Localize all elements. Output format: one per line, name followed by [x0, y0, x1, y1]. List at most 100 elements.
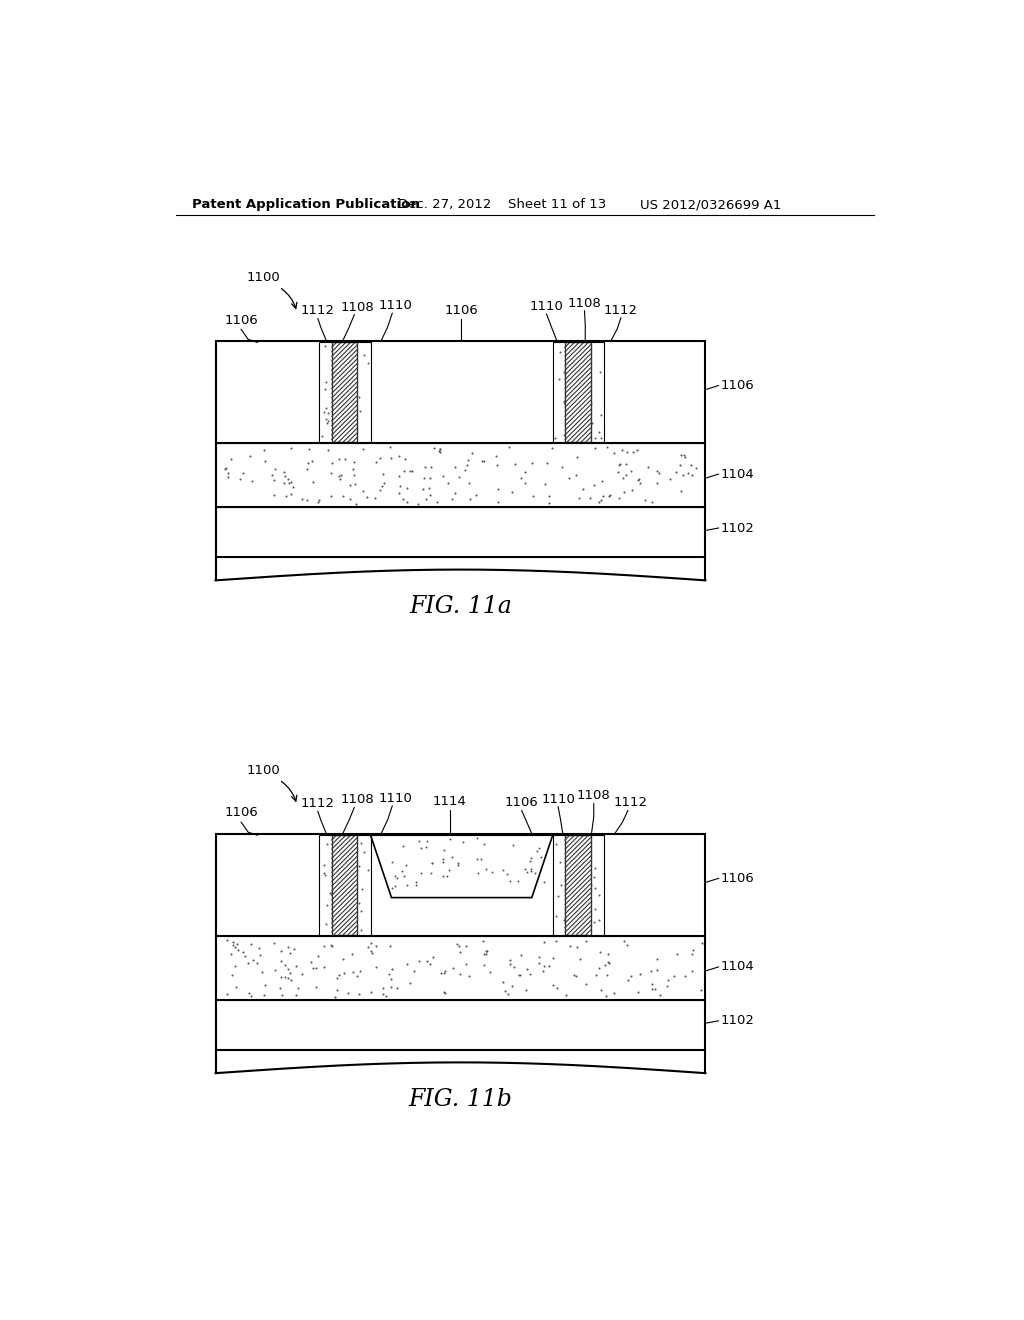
Point — [331, 965, 347, 986]
Bar — [319, 342, 371, 442]
Point — [224, 935, 241, 956]
Point — [335, 355, 351, 376]
Point — [620, 970, 636, 991]
Point — [315, 935, 332, 956]
Point — [375, 978, 391, 999]
Point — [609, 462, 626, 483]
Point — [587, 428, 603, 449]
Point — [572, 375, 589, 396]
Point — [276, 461, 293, 482]
Point — [425, 438, 441, 459]
Point — [559, 420, 575, 441]
Point — [332, 832, 348, 853]
Point — [618, 454, 635, 475]
Point — [243, 986, 259, 1007]
Point — [643, 491, 659, 512]
Point — [421, 953, 437, 974]
Point — [344, 944, 360, 965]
Point — [556, 393, 572, 414]
Point — [234, 462, 251, 483]
Bar — [216, 936, 706, 1001]
Point — [423, 863, 439, 884]
Point — [600, 944, 616, 965]
Point — [419, 950, 435, 972]
Point — [338, 904, 354, 925]
Text: FIG. 11a: FIG. 11a — [409, 595, 512, 618]
Point — [552, 342, 568, 363]
Point — [570, 358, 587, 379]
Point — [561, 467, 578, 488]
Point — [490, 478, 507, 499]
Point — [568, 911, 585, 932]
Point — [548, 931, 564, 952]
Point — [595, 486, 611, 507]
Point — [351, 983, 368, 1005]
Point — [565, 890, 582, 911]
Point — [488, 446, 505, 467]
Point — [476, 450, 493, 471]
Point — [598, 965, 614, 986]
Point — [294, 964, 310, 985]
Point — [418, 837, 434, 858]
Point — [340, 982, 356, 1003]
Point — [346, 379, 362, 400]
Point — [592, 362, 608, 383]
Point — [587, 857, 603, 878]
Point — [616, 931, 633, 952]
Point — [478, 942, 495, 964]
Point — [418, 488, 434, 510]
Point — [242, 445, 258, 466]
Point — [572, 884, 589, 906]
Point — [431, 440, 447, 461]
Point — [592, 941, 608, 962]
Point — [579, 374, 595, 395]
Point — [359, 352, 376, 374]
Point — [534, 846, 550, 867]
Point — [611, 487, 628, 508]
Point — [397, 449, 414, 470]
Point — [501, 437, 517, 458]
Bar — [319, 342, 371, 442]
Point — [524, 486, 541, 507]
Point — [342, 828, 358, 849]
Point — [348, 494, 365, 515]
Point — [568, 843, 585, 865]
Point — [424, 853, 440, 874]
Point — [566, 964, 583, 985]
Point — [399, 478, 416, 499]
Point — [459, 454, 475, 475]
Point — [353, 879, 370, 900]
Point — [537, 931, 553, 952]
Point — [413, 862, 429, 883]
Point — [347, 474, 364, 495]
Point — [383, 977, 399, 998]
Point — [395, 866, 412, 887]
Point — [335, 962, 351, 983]
Point — [333, 832, 349, 853]
Point — [553, 875, 569, 896]
Point — [255, 985, 271, 1006]
Point — [578, 931, 594, 952]
Point — [351, 400, 368, 421]
Point — [403, 461, 420, 482]
Point — [447, 483, 464, 504]
Point — [502, 949, 518, 970]
Point — [290, 977, 306, 998]
Point — [567, 428, 584, 449]
Point — [299, 453, 315, 474]
Point — [435, 466, 452, 487]
Bar — [216, 444, 706, 507]
Point — [436, 960, 453, 981]
Point — [437, 982, 454, 1003]
Bar — [332, 836, 357, 935]
Point — [483, 862, 500, 883]
Text: 1100: 1100 — [247, 764, 281, 777]
Point — [587, 899, 603, 920]
Point — [410, 494, 426, 515]
Point — [329, 979, 345, 1001]
Point — [272, 940, 289, 961]
Point — [488, 455, 505, 477]
Point — [629, 440, 645, 461]
Point — [229, 933, 246, 954]
Point — [344, 962, 360, 983]
